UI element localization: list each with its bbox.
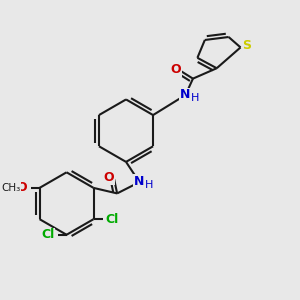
- Text: S: S: [243, 39, 252, 52]
- Text: N: N: [179, 88, 190, 101]
- Text: H: H: [191, 93, 199, 103]
- Text: CH₃: CH₃: [1, 183, 20, 193]
- Text: H: H: [145, 180, 153, 190]
- Text: O: O: [103, 171, 114, 184]
- Text: N: N: [134, 175, 144, 188]
- Text: Cl: Cl: [106, 213, 119, 226]
- Text: O: O: [170, 63, 181, 76]
- Text: O: O: [16, 182, 27, 194]
- Text: Cl: Cl: [41, 228, 54, 241]
